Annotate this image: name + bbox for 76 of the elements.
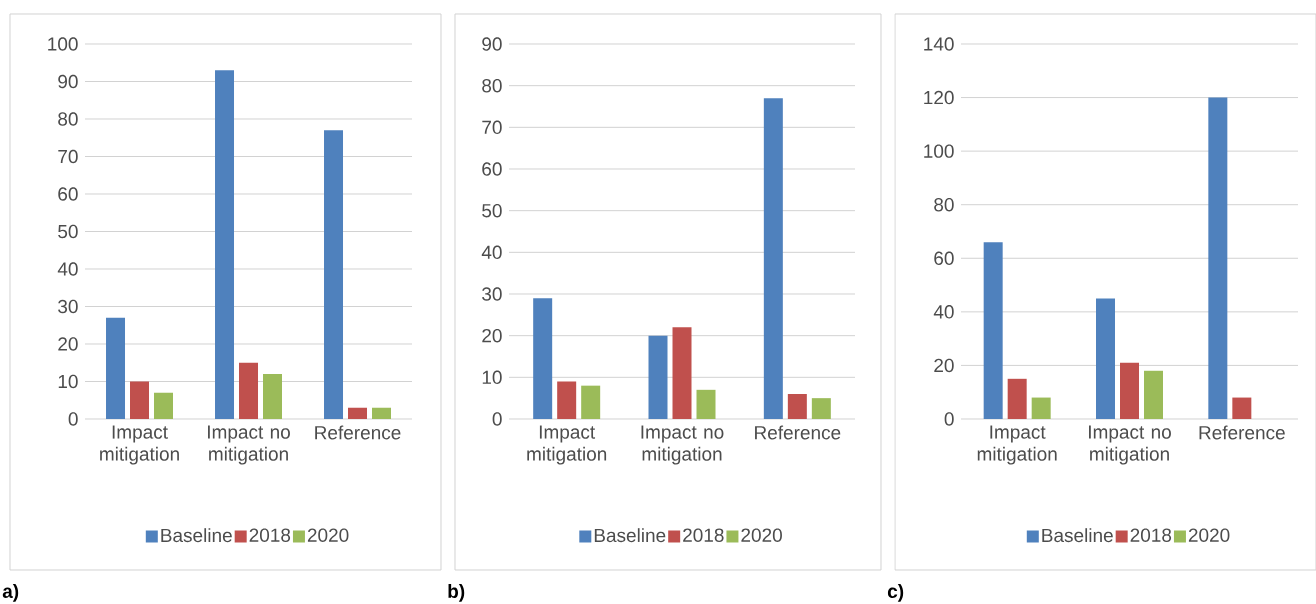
x-tick-label: Reference [755, 425, 841, 440]
y-tick-label: 0 [492, 412, 502, 426]
y-tick-label: 20 [934, 358, 954, 373]
text: c) [887, 584, 904, 602]
text: a) [2, 584, 19, 602]
y-tick-label: 60 [58, 187, 78, 201]
legend-label: Baseline [161, 528, 232, 543]
bar [154, 392, 174, 419]
legend-label: 2020 [741, 528, 782, 542]
bar [696, 389, 716, 419]
y-tick-label: 0 [68, 412, 78, 426]
y-tick-label: 10 [58, 374, 78, 389]
bar [372, 407, 392, 419]
y-tick-label: 10 [482, 370, 502, 385]
bar [324, 130, 344, 419]
y-tick-label: 60 [934, 251, 954, 265]
y-tick-label: 90 [482, 37, 502, 51]
text: b) [448, 584, 465, 602]
bar [239, 362, 259, 419]
x-tick-label: Impact no mitigation [641, 425, 724, 465]
bar [348, 407, 368, 419]
x-tick-label: Impact mitigation [527, 425, 607, 465]
y-tick-label: 50 [482, 203, 502, 218]
bar [1232, 397, 1252, 419]
y-tick-label: 0 [944, 412, 954, 426]
y-tick-label: 100 [48, 37, 78, 51]
bar [106, 317, 126, 419]
bar [215, 70, 235, 419]
legend-label: 2018 [249, 528, 291, 542]
legend-label: Baseline [594, 528, 666, 543]
bar [1120, 362, 1140, 419]
legend-label: 2018 [1130, 528, 1172, 542]
y-tick-label: 50 [58, 224, 78, 239]
y-tick-label: 80 [482, 78, 502, 93]
y-tick-label: 70 [482, 120, 502, 135]
x-tick-label: Impact no mitigation [1089, 425, 1171, 465]
bar [263, 373, 283, 419]
x-tick-label: Impact mitigation [100, 425, 179, 465]
bar [811, 398, 831, 419]
y-tick-label: 60 [482, 162, 502, 176]
bar [1031, 397, 1051, 419]
bar [672, 327, 692, 419]
x-tick-label: Reference [1199, 425, 1285, 440]
bar [1144, 370, 1163, 419]
y-tick-label: 30 [58, 299, 78, 314]
y-tick-label: 20 [482, 328, 502, 343]
y-tick-label: 40 [57, 262, 78, 276]
bar [1208, 97, 1228, 419]
bar [130, 381, 150, 419]
bar [648, 335, 668, 419]
legend-label: 2020 [1188, 528, 1230, 542]
bar [1096, 298, 1116, 419]
y-tick-label: 90 [58, 74, 78, 89]
y-tick-label: 120 [924, 90, 954, 105]
x-tick-label: Reference [315, 425, 401, 440]
y-tick-label: 30 [482, 287, 502, 301]
x-tick-label: Impact no mitigation [208, 425, 290, 465]
legend-label: 2020 [307, 528, 349, 542]
legend-label: 2018 [683, 528, 724, 542]
y-tick-label: 80 [58, 112, 78, 126]
y-tick-label: 20 [58, 337, 78, 351]
y-tick-label: 40 [481, 245, 502, 260]
bar [983, 242, 1003, 419]
bar [787, 393, 807, 419]
bar [533, 298, 553, 419]
y-tick-label: 100 [924, 144, 954, 158]
bar [763, 98, 783, 419]
y-tick-label: 140 [924, 37, 954, 51]
y-tick-label: 40 [933, 305, 954, 319]
legend-label: Baseline [1042, 528, 1113, 543]
bar [1007, 378, 1027, 419]
y-tick-label: 70 [58, 149, 78, 164]
bar [581, 385, 601, 419]
bar [557, 381, 577, 419]
y-tick-label: 80 [934, 197, 954, 212]
x-tick-label: Impact mitigation [977, 425, 1057, 465]
